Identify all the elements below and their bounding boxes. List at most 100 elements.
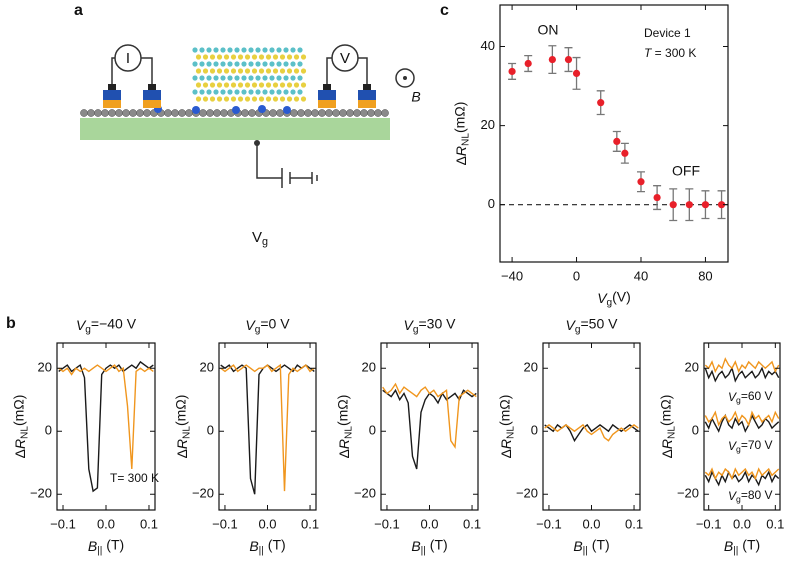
lattice-atom bbox=[237, 82, 244, 88]
y-tick-label: −20 bbox=[192, 486, 214, 501]
electrode bbox=[103, 100, 121, 108]
lattice-atom bbox=[258, 82, 265, 88]
lattice-atom bbox=[234, 47, 240, 53]
data-point bbox=[613, 137, 621, 146]
label-part: V bbox=[566, 317, 577, 333]
carbon-atom bbox=[136, 109, 144, 117]
panel-label: c bbox=[440, 2, 449, 19]
label-part: (T) bbox=[264, 536, 286, 552]
y-tick-label: 0 bbox=[207, 423, 214, 438]
lattice-atom bbox=[192, 89, 198, 95]
electrode bbox=[318, 100, 336, 108]
label-part: =80 V bbox=[741, 488, 773, 502]
x-tick-label: 0.1 bbox=[140, 516, 158, 531]
data-point bbox=[621, 149, 629, 157]
lattice-atom bbox=[286, 96, 293, 102]
label-part: Δ bbox=[498, 449, 514, 458]
electrodes bbox=[103, 84, 376, 108]
label-part: g bbox=[85, 324, 91, 335]
label-part: g bbox=[736, 395, 741, 405]
lattice-atom bbox=[293, 54, 300, 60]
lattice-atom bbox=[297, 75, 303, 81]
lattice-atom bbox=[262, 61, 268, 67]
lattice-atom bbox=[279, 82, 286, 88]
field-dot bbox=[403, 76, 407, 80]
carbon-atom bbox=[381, 109, 389, 117]
lattice-atom bbox=[251, 68, 258, 74]
carbon-atom bbox=[94, 109, 102, 117]
current-source bbox=[114, 44, 142, 72]
lattice-atom bbox=[297, 61, 303, 67]
lattice-atom bbox=[227, 75, 233, 81]
label-part: =50 V bbox=[580, 315, 618, 331]
label-part: R bbox=[12, 439, 28, 449]
label-part: =70 V bbox=[741, 438, 773, 452]
y-tick-label: −20 bbox=[516, 486, 538, 501]
lattice-atom bbox=[202, 54, 209, 60]
y-tick-label: 20 bbox=[685, 360, 699, 375]
carbon-atom bbox=[164, 109, 172, 117]
lattice-atom bbox=[251, 54, 258, 60]
label-part: Δ bbox=[12, 449, 28, 458]
lattice-atom bbox=[220, 61, 226, 67]
lattice-atom bbox=[279, 68, 286, 74]
lattice-atom bbox=[192, 61, 198, 67]
label-part: || bbox=[421, 545, 426, 556]
lattice-atom bbox=[269, 89, 275, 95]
carbon-atom bbox=[290, 109, 298, 117]
label-part: V bbox=[245, 317, 256, 333]
carbon-atom bbox=[171, 109, 179, 117]
y-axis-label: ΔRNL(mΩ) bbox=[657, 395, 677, 459]
lattice-atom bbox=[255, 75, 261, 81]
label-part: V bbox=[728, 489, 737, 503]
annotation: Vg=60 V bbox=[728, 389, 773, 405]
lattice-atom bbox=[223, 54, 230, 60]
lattice-atom bbox=[258, 54, 265, 60]
label-part: (mΩ) bbox=[657, 395, 673, 426]
x-tick-label: 0 bbox=[573, 268, 580, 283]
annotation: ON bbox=[538, 22, 559, 38]
data-point bbox=[597, 99, 605, 107]
lattice-atom bbox=[248, 89, 254, 95]
y-axis-label: ΔRNL(mΩ) bbox=[334, 395, 354, 459]
lattice-atom bbox=[258, 96, 265, 102]
annotation: OFF bbox=[672, 163, 700, 179]
annotation: Vg=70 V bbox=[728, 438, 773, 454]
wires bbox=[111, 44, 415, 188]
x-tick-label: 0.0 bbox=[733, 516, 751, 531]
lattice-atom bbox=[293, 82, 300, 88]
lattice-atom bbox=[276, 61, 282, 67]
label-part: (mΩ) bbox=[496, 395, 512, 426]
y-tick-label: 20 bbox=[362, 360, 376, 375]
label-part: R bbox=[498, 439, 514, 449]
label-part: Δ bbox=[453, 156, 469, 165]
label-part: B bbox=[573, 538, 582, 554]
annotation: Vg=80 V bbox=[728, 488, 773, 504]
annotation: T= 300 K bbox=[110, 471, 159, 485]
y-tick-label: 0 bbox=[369, 423, 376, 438]
lattice-atom bbox=[241, 61, 247, 67]
carbon-atom bbox=[122, 109, 130, 117]
lattice-atom bbox=[251, 82, 258, 88]
gate-label: Vg bbox=[252, 229, 268, 248]
carbon-atom bbox=[367, 109, 375, 117]
lattice-atom bbox=[192, 47, 198, 53]
trace bbox=[544, 423, 639, 443]
lattice-atom bbox=[216, 96, 223, 102]
x-tick-label: −0.1 bbox=[374, 516, 400, 531]
substrate bbox=[80, 118, 390, 140]
panel-label: a bbox=[74, 2, 83, 19]
lattice-atom bbox=[199, 75, 205, 81]
y-axis-label: ΔRNL(mΩ) bbox=[172, 395, 192, 459]
trace bbox=[704, 366, 780, 383]
lattice-atom bbox=[265, 96, 272, 102]
lattice-atom bbox=[276, 47, 282, 53]
gate-wire bbox=[256, 143, 318, 188]
label-part: V bbox=[252, 229, 262, 246]
lattice-atom bbox=[265, 82, 272, 88]
lattice-atom bbox=[244, 54, 251, 60]
label-part: || bbox=[259, 545, 264, 556]
label-part: =−40 V bbox=[91, 315, 137, 331]
x-tick-label: −0.1 bbox=[536, 516, 562, 531]
y-axis-label: ΔRNL(mΩ) bbox=[496, 395, 516, 459]
